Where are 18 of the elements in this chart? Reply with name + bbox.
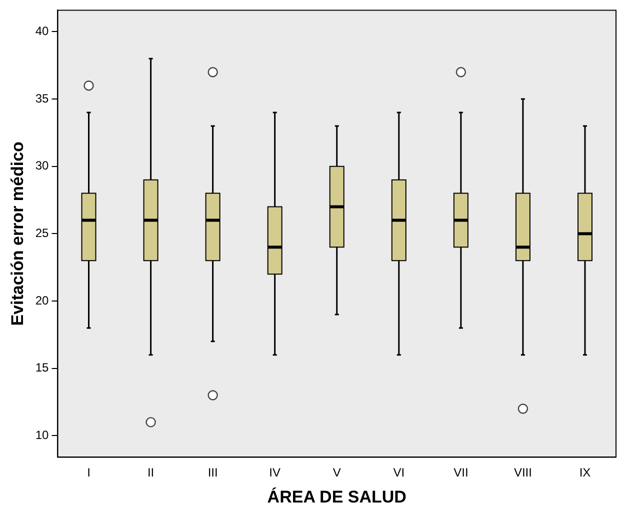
x-tick-label: IV: [269, 466, 281, 480]
y-tick-label: 30: [35, 158, 50, 173]
x-tick-label: II: [147, 466, 154, 480]
x-tick-label: I: [87, 466, 90, 480]
x-tick-label: III: [208, 466, 218, 480]
y-tick-label: 20: [35, 293, 50, 308]
x-tick-label: VIII: [514, 466, 532, 480]
x-tick-label: IX: [579, 466, 591, 480]
y-tick-label: 10: [35, 428, 50, 442]
y-tick-label: 35: [35, 91, 50, 106]
y-tick-label: 15: [35, 360, 50, 375]
x-tick-label: VI: [393, 466, 405, 480]
x-axis-title: ÁREA DE SALUD: [267, 486, 406, 506]
y-tick-label: 40: [35, 24, 50, 38]
y-tick-label: 25: [35, 226, 50, 240]
y-axis-title: Evitación error médico: [8, 142, 27, 326]
x-tick-label: V: [332, 466, 341, 480]
x-tick-label: VII: [454, 466, 468, 480]
